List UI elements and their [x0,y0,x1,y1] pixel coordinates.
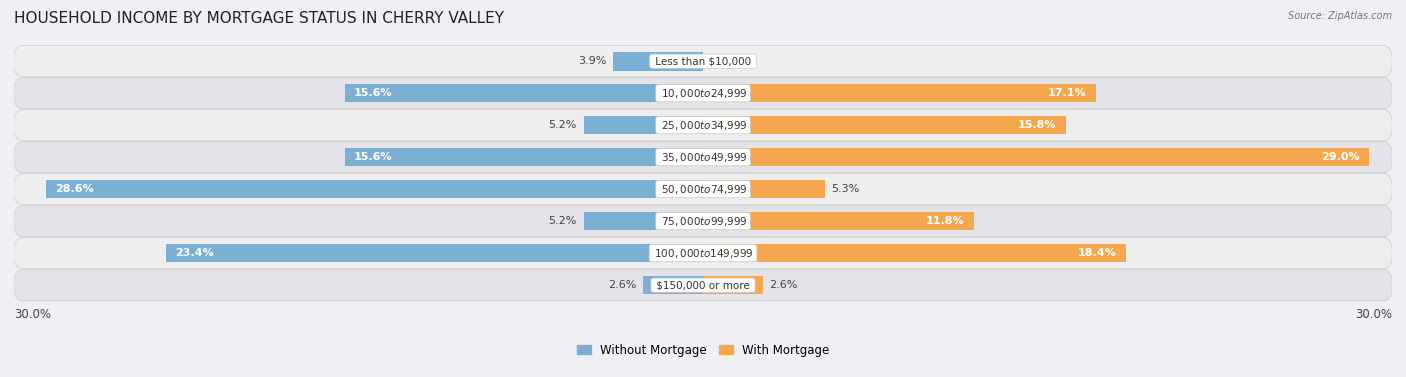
FancyBboxPatch shape [14,270,1392,301]
FancyBboxPatch shape [14,141,1392,173]
Bar [703,212,974,230]
Bar [613,52,703,70]
Text: 15.8%: 15.8% [1018,120,1057,130]
Text: $100,000 to $149,999: $100,000 to $149,999 [651,247,755,260]
Text: $150,000 or more: $150,000 or more [652,280,754,290]
Bar [703,180,825,198]
Text: 28.6%: 28.6% [55,184,94,194]
Bar [344,84,703,103]
Text: Less than $10,000: Less than $10,000 [652,56,754,66]
FancyBboxPatch shape [14,173,1392,205]
Text: 2.6%: 2.6% [607,280,637,290]
Bar [703,116,1066,135]
Text: 17.1%: 17.1% [1047,88,1087,98]
Text: 3.9%: 3.9% [578,56,606,66]
Text: 30.0%: 30.0% [14,308,51,321]
Text: $35,000 to $49,999: $35,000 to $49,999 [658,151,748,164]
Text: 2.6%: 2.6% [769,280,799,290]
Text: 15.6%: 15.6% [354,152,392,162]
Text: 29.0%: 29.0% [1322,152,1360,162]
Bar [703,276,762,294]
Text: $50,000 to $74,999: $50,000 to $74,999 [658,183,748,196]
Bar [583,116,703,135]
Text: HOUSEHOLD INCOME BY MORTGAGE STATUS IN CHERRY VALLEY: HOUSEHOLD INCOME BY MORTGAGE STATUS IN C… [14,11,505,26]
Text: 5.2%: 5.2% [548,120,576,130]
FancyBboxPatch shape [14,205,1392,237]
Text: $25,000 to $34,999: $25,000 to $34,999 [658,119,748,132]
Bar [344,148,703,167]
Bar [166,244,703,262]
Text: 23.4%: 23.4% [174,248,214,258]
FancyBboxPatch shape [14,46,1392,77]
Bar [583,212,703,230]
Text: 15.6%: 15.6% [354,88,392,98]
Bar [703,148,1369,167]
Bar [703,84,1095,103]
FancyBboxPatch shape [14,238,1392,269]
Text: $75,000 to $99,999: $75,000 to $99,999 [658,215,748,228]
Text: 18.4%: 18.4% [1077,248,1116,258]
Bar [703,244,1126,262]
FancyBboxPatch shape [14,110,1392,141]
Bar [644,276,703,294]
Text: $10,000 to $24,999: $10,000 to $24,999 [658,87,748,100]
Text: 5.2%: 5.2% [548,216,576,226]
Bar [46,180,703,198]
Text: 30.0%: 30.0% [1355,308,1392,321]
FancyBboxPatch shape [14,78,1392,109]
Legend: Without Mortgage, With Mortgage: Without Mortgage, With Mortgage [572,339,834,361]
Text: 5.3%: 5.3% [831,184,860,194]
Text: Source: ZipAtlas.com: Source: ZipAtlas.com [1288,11,1392,21]
Text: 11.8%: 11.8% [927,216,965,226]
